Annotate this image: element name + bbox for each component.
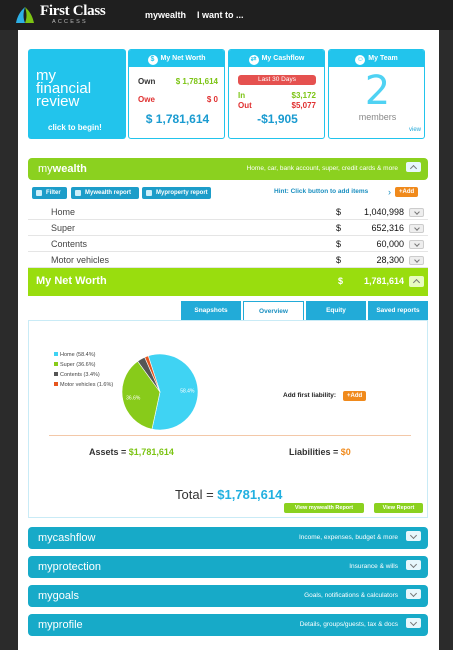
own-row: Own $ 1,781,614 (138, 77, 218, 86)
report-icon (75, 190, 81, 196)
myprofile-header[interactable]: myprofile Details, groups/guests, tax & … (28, 614, 428, 636)
pie-slice-motor-vehicles[interactable] (144, 355, 161, 393)
mywealth-subtitle: Home, car, bank account, super, credit c… (246, 165, 398, 172)
team-view-link[interactable]: view (408, 127, 421, 133)
logo-icon[interactable] (14, 5, 36, 25)
divider (49, 435, 411, 436)
pie-slice-label: 58.4% (180, 389, 195, 395)
asset-pie-chart: 58.4% 36.6% (121, 353, 199, 431)
house-icon (146, 190, 152, 196)
main-page: my financial review click to begin! $ My … (18, 30, 439, 650)
financial-review-tile[interactable]: my financial review click to begin! (28, 49, 126, 139)
team-members-label: members (358, 112, 397, 122)
row-dropdown-button[interactable] (409, 224, 424, 233)
team-count: 2 (364, 68, 391, 114)
legend-item-home: Home (58.4%) (54, 352, 95, 358)
tab-equity[interactable]: Equity (306, 301, 366, 320)
financial-review-title: my financial review (36, 67, 92, 110)
expand-button[interactable] (406, 589, 421, 599)
click-to-begin-link[interactable]: click to begin! (48, 123, 102, 132)
legend-item-contents: Contents (3.4%) (54, 372, 100, 378)
expand-button[interactable] (406, 560, 421, 570)
asset-row[interactable]: Motor vehicles $28,300 (28, 252, 428, 268)
cashflow-out-row: Out $5,077 (238, 101, 316, 110)
total-summary: Total = $1,781,614 (175, 487, 283, 502)
mywealth-report-button[interactable]: Mywealth report (71, 187, 139, 199)
collapse-button[interactable] (406, 162, 421, 172)
collapse-net-worth-button[interactable] (409, 276, 424, 287)
expand-button[interactable] (406, 531, 421, 541)
top-bar: First Class ACCESS mywealth I want to ..… (0, 0, 453, 30)
net-worth-total: $ 1,781,614 (145, 112, 210, 126)
cashflow-card-header: ⇄ My Cashflow (229, 50, 324, 67)
legend-item-super: Super (36.6%) (54, 362, 95, 368)
myproperty-report-button[interactable]: Myproperty report (142, 187, 211, 199)
nav-mywealth[interactable]: mywealth (145, 10, 187, 20)
liabilities-summary: Liabilities = $0 (289, 447, 351, 457)
dollar-icon: $ (147, 55, 158, 65)
overview-panel: Home (58.4%) Super (36.6%) Contents (3.4… (28, 320, 428, 518)
expand-button[interactable] (406, 618, 421, 628)
filter-icon (36, 190, 42, 196)
net-worth-card[interactable]: $ My Net Worth Own $ 1,781,614 Owe $ 0 $ 1,… (128, 49, 225, 139)
owe-row: Owe $ 0 (138, 95, 218, 104)
legend-swatch (54, 382, 58, 386)
pie-slice-super[interactable] (121, 360, 161, 430)
cashflow-total: -$1,905 (257, 112, 298, 126)
add-first-liability-label: Add first liability: (283, 392, 337, 399)
add-asset-button[interactable]: +Add (395, 187, 419, 197)
pie-slice-label: 36.6% (126, 396, 141, 402)
row-dropdown-button[interactable] (409, 208, 424, 217)
net-worth-bar[interactable]: My Net Worth $ 1,781,614 (28, 268, 428, 296)
asset-row[interactable]: Super $652,316 (28, 220, 428, 236)
net-worth-card-header: $ My Net Worth (129, 50, 224, 67)
legend-swatch (54, 362, 58, 366)
asset-row[interactable]: Contents $60,000 (28, 236, 428, 252)
mycashflow-header[interactable]: mycashflow Income, expenses, budget & mo… (28, 527, 428, 549)
row-dropdown-button[interactable] (409, 240, 424, 249)
team-icon: ☺ (355, 55, 366, 65)
period-badge: Last 30 Days (238, 75, 316, 85)
logo-text: First Class (40, 3, 106, 19)
net-worth-bar-amount: 1,781,614 (363, 276, 404, 286)
filter-button[interactable]: Filter (32, 187, 67, 199)
tab-saved-reports[interactable]: Saved reports (368, 301, 428, 320)
legend-swatch (54, 372, 58, 376)
mywealth-title: mywealth (38, 163, 87, 175)
tab-overview[interactable]: Overview (243, 301, 304, 320)
asset-row[interactable]: Home $1,040,998 (28, 204, 428, 220)
view-report-button[interactable]: View Report (374, 503, 423, 513)
nav-i-want-to[interactable]: I want to ... (197, 10, 244, 20)
add-items-hint: Hint: Click button to add items (274, 188, 369, 195)
myprotection-header[interactable]: myprotection Insurance & wills (28, 556, 428, 578)
net-worth-bar-title: My Net Worth (36, 275, 107, 287)
logo-subtext: ACCESS (52, 19, 88, 25)
assets-summary: Assets = $1,781,614 (89, 447, 174, 457)
team-card-header: ☺ My Team (329, 50, 424, 67)
team-card[interactable]: ☺ My Team 2 members view (328, 49, 425, 139)
hint-arrow-icon: › (388, 187, 391, 197)
mygoals-header[interactable]: mygoals Goals, notifications & calculato… (28, 585, 428, 607)
legend-item-motor-vehicles: Motor vehicles (1.6%) (54, 382, 113, 388)
add-liability-button[interactable]: +Add (343, 391, 367, 401)
mywealth-header[interactable]: mywealth Home, car, bank account, super,… (28, 158, 428, 180)
row-dropdown-button[interactable] (409, 256, 424, 265)
legend-swatch (54, 352, 58, 356)
pie-slice-home[interactable] (147, 353, 199, 431)
tab-snapshots[interactable]: Snapshots (181, 301, 241, 320)
cashflow-card[interactable]: ⇄ My Cashflow Last 30 Days In $3,172 Out $5… (228, 49, 325, 139)
view-mywealth-report-button[interactable]: View mywealth Report (284, 503, 364, 513)
cashflow-icon: ⇄ (248, 55, 259, 65)
cashflow-in-row: In $3,172 (238, 91, 316, 100)
